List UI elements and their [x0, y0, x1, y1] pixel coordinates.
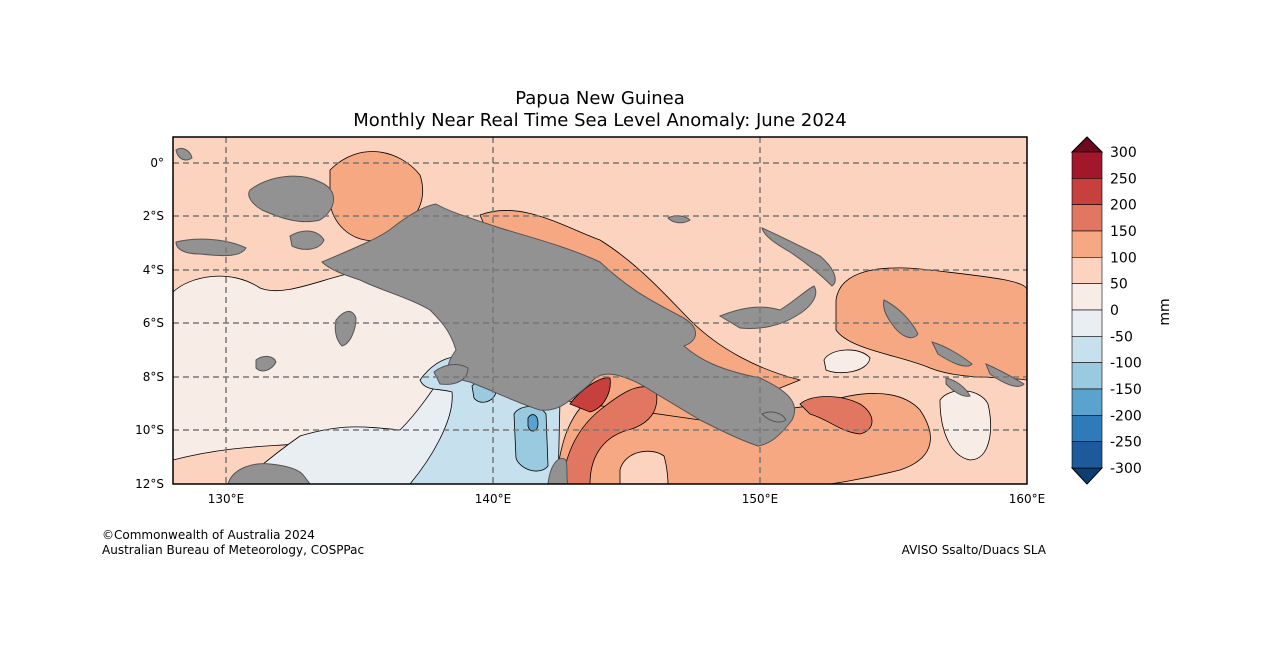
lon-tick-label: 160°E	[1009, 492, 1046, 506]
lat-tick-label: 6°S	[143, 316, 164, 330]
copyright-credit: ©Commonwealth of Australia 2024	[102, 528, 315, 542]
seram-island	[175, 238, 247, 257]
colorbar-tick-label: -150	[1110, 382, 1142, 398]
colorbar-unit-label: mm	[1157, 298, 1173, 325]
map-title: Papua New Guinea	[515, 88, 685, 109]
colorbar-block	[1071, 415, 1103, 442]
colorbar-block	[1071, 230, 1103, 258]
colorbar-block	[1071, 257, 1103, 284]
map-frame	[172, 136, 1028, 485]
colorbar-tick-label: 150	[1110, 224, 1137, 240]
bougainville-island	[883, 299, 919, 339]
lat-tick-label: 12°S	[135, 477, 164, 491]
lat-tick-label: 0°	[150, 156, 164, 170]
colorbar-tick-label: -200	[1110, 408, 1142, 424]
agency-credit: Australian Bureau of Meteorology, COSPPa…	[102, 543, 365, 557]
lat-tick-label: 8°S	[143, 370, 164, 384]
solomon-island-a	[931, 341, 973, 367]
colorbar-tick-label: 250	[1110, 171, 1137, 187]
new-britain-island	[718, 285, 817, 329]
birds-head-peninsula	[248, 175, 334, 223]
colorbar-block	[1071, 151, 1103, 179]
new-guinea-island	[321, 203, 796, 447]
lat-tick-label: 2°S	[143, 209, 164, 223]
lat-tick-label: 4°S	[143, 263, 164, 277]
field-150-200-b	[799, 396, 873, 435]
lon-tick-label: 140°E	[475, 492, 512, 506]
cape-york	[547, 458, 569, 484]
colorbar-tick-label: 50	[1110, 277, 1128, 293]
colorbar: 300 250 200 150 100 50 0 -50 -100 -150 -200 -250 -30…	[1070, 136, 1173, 485]
colorbar-block	[1071, 362, 1103, 390]
colorbar-tick-label: -100	[1110, 356, 1142, 372]
colorbar-tick-label: -50	[1110, 329, 1133, 345]
colorbar-block	[1071, 441, 1103, 469]
colorbar-tick-label: 300	[1110, 145, 1137, 161]
colorbar-tick-label: -250	[1110, 435, 1142, 451]
field-100-150-far-east	[835, 267, 1027, 381]
island-d	[255, 355, 277, 372]
colorbar-tick-label: 200	[1110, 198, 1137, 214]
colorbar-tick-label: 0	[1110, 303, 1119, 319]
colorbar-block	[1071, 309, 1103, 337]
island-e	[761, 411, 787, 423]
colorbar-block	[1071, 283, 1103, 311]
island-a	[289, 230, 325, 250]
map-subtitle: Monthly Near Real Time Sea Level Anomaly…	[353, 110, 847, 131]
colorbar-block	[1071, 204, 1103, 232]
field-neg150-neg100	[513, 406, 549, 472]
island-b	[175, 147, 193, 161]
data-source: AVISO Ssalto/Duacs SLA	[901, 543, 1046, 557]
solomon-island-c	[945, 377, 971, 397]
aru-islands	[334, 311, 357, 347]
colorbar-tick-label: 100	[1110, 250, 1137, 266]
lon-tick-label: 130°E	[208, 492, 245, 506]
lat-tick-label: 10°S	[135, 423, 164, 437]
australia-coast	[227, 463, 311, 484]
new-ireland-island	[761, 227, 836, 287]
colorbar-tick-label: -300	[1110, 461, 1142, 477]
island-c	[433, 364, 469, 385]
solomon-island-b	[985, 363, 1025, 387]
graticule	[173, 137, 1027, 484]
colorbar-block	[1071, 388, 1103, 416]
colorbar-over-arrow	[1070, 136, 1104, 153]
colorbar-block	[1071, 178, 1103, 205]
field-neg200-neg150	[527, 414, 539, 432]
lon-tick-label: 150°E	[742, 492, 779, 506]
land	[175, 147, 1025, 484]
colorbar-under-arrow	[1070, 467, 1104, 485]
field-0-50-east-a	[823, 349, 871, 374]
colorbar-block	[1071, 336, 1103, 363]
